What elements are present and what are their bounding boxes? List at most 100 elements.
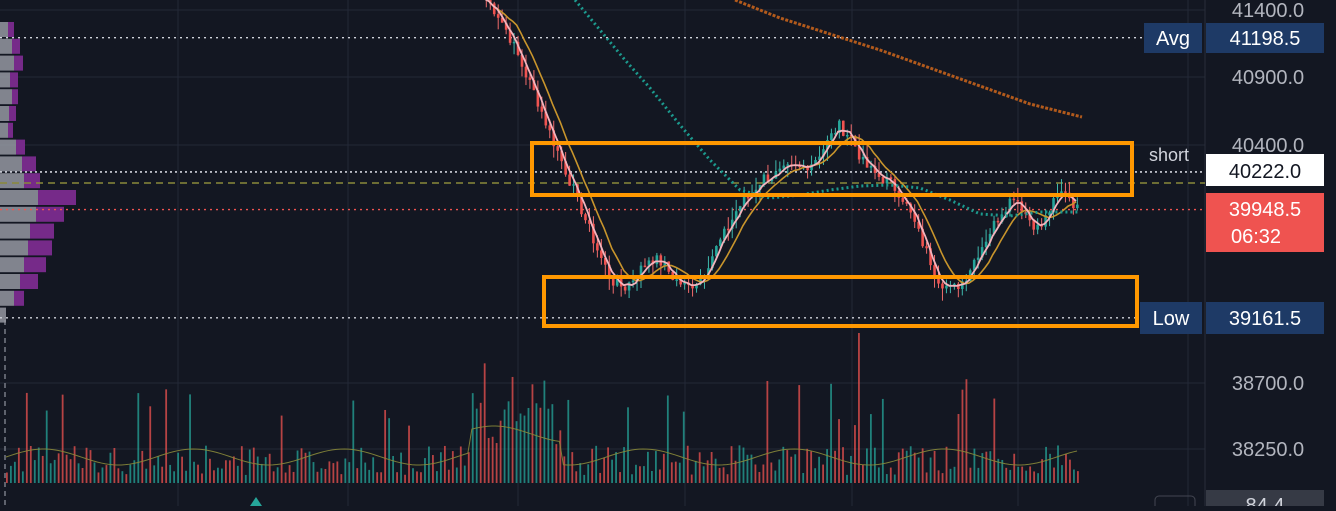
volume-bar bbox=[774, 470, 777, 483]
volume-bar bbox=[929, 457, 932, 483]
candle-body bbox=[540, 106, 544, 112]
volume-bar bbox=[599, 472, 602, 483]
volume-bar bbox=[635, 464, 637, 483]
volume-bar bbox=[794, 454, 797, 483]
candle-body bbox=[492, 3, 496, 15]
grid-lines bbox=[0, 0, 1206, 506]
short-value-label: 40222.0 bbox=[1229, 161, 1301, 183]
volume-profile-row bbox=[24, 173, 40, 189]
volume-bar bbox=[810, 451, 813, 483]
candle-body bbox=[647, 260, 651, 266]
volume-bar bbox=[782, 446, 785, 483]
zone-boxes[interactable] bbox=[530, 141, 1139, 328]
volume-bar bbox=[272, 471, 275, 483]
volume-bar bbox=[324, 468, 327, 483]
volume-bar bbox=[316, 471, 319, 483]
volume-bar bbox=[29, 445, 32, 483]
candle-body bbox=[1016, 200, 1020, 202]
volume-bar bbox=[244, 474, 247, 483]
candle-body bbox=[568, 174, 571, 186]
candle-body bbox=[917, 221, 920, 229]
volume-bar bbox=[193, 461, 195, 483]
candle-body bbox=[953, 283, 956, 286]
candle-body bbox=[925, 246, 928, 249]
lower-zone-box[interactable] bbox=[542, 275, 1139, 328]
volume-bar bbox=[933, 450, 936, 483]
volume-bar bbox=[213, 470, 215, 483]
volume-bar bbox=[1033, 471, 1036, 483]
volume-bars bbox=[5, 333, 1079, 483]
volume-bar bbox=[252, 447, 255, 483]
volume-bar bbox=[682, 411, 685, 483]
volume-bar bbox=[686, 445, 689, 483]
candle-body bbox=[496, 14, 500, 18]
candle-body bbox=[726, 228, 730, 231]
volume-profile-row bbox=[0, 307, 6, 323]
candle-body bbox=[623, 286, 627, 291]
candle-body bbox=[560, 150, 563, 162]
volume-bar bbox=[889, 467, 892, 483]
volume-bar bbox=[921, 448, 924, 483]
volume-bar bbox=[869, 414, 872, 483]
candle-body bbox=[679, 279, 682, 285]
candle-body bbox=[980, 247, 984, 258]
volume-bar bbox=[766, 380, 769, 483]
volume-bar bbox=[877, 467, 880, 483]
volume-bar bbox=[1025, 470, 1028, 483]
volume-bar bbox=[1065, 454, 1067, 483]
candle-body bbox=[972, 259, 976, 271]
volume-bar bbox=[451, 451, 454, 483]
volume-bar bbox=[344, 458, 347, 483]
volume-bar bbox=[945, 446, 948, 483]
volume-bar bbox=[348, 462, 351, 483]
volume-bar bbox=[1069, 459, 1071, 483]
candle-body bbox=[873, 165, 877, 173]
volume-bar bbox=[559, 430, 562, 483]
candle-body bbox=[754, 189, 758, 193]
volume-bar bbox=[1041, 459, 1043, 483]
volume-bar bbox=[579, 463, 582, 483]
volume-bar bbox=[181, 456, 183, 483]
volume-bar bbox=[531, 384, 534, 483]
volume-bar bbox=[587, 464, 590, 483]
volume-bar bbox=[643, 466, 645, 483]
candle-body bbox=[933, 265, 936, 276]
volume-bar bbox=[109, 452, 112, 483]
candle-body bbox=[869, 165, 873, 168]
volume-profile-row bbox=[0, 257, 24, 273]
candle-body bbox=[806, 165, 809, 171]
volume-bar bbox=[830, 383, 832, 483]
volume-bar bbox=[881, 398, 884, 483]
candle-body bbox=[564, 161, 567, 175]
volume-bar bbox=[77, 463, 80, 483]
avg-tag-badge bbox=[1144, 23, 1202, 53]
candle-body bbox=[1048, 212, 1051, 216]
volume-bar bbox=[169, 464, 172, 483]
volume-bar bbox=[714, 458, 717, 483]
candle-body bbox=[600, 250, 603, 258]
volume-bar bbox=[268, 453, 271, 483]
volume-bar bbox=[726, 474, 729, 483]
low-value-badge bbox=[1206, 302, 1324, 334]
candle-body bbox=[1032, 220, 1035, 230]
volume-bar bbox=[161, 466, 164, 483]
candle-body bbox=[1044, 215, 1047, 227]
volume-bar bbox=[571, 452, 574, 483]
candle-body bbox=[738, 206, 742, 212]
candle-body bbox=[643, 265, 647, 268]
candle-body bbox=[707, 268, 710, 276]
volume-bar bbox=[57, 453, 60, 483]
volume-profile-row bbox=[22, 156, 36, 172]
volume-bar bbox=[941, 473, 944, 483]
volume-bar bbox=[603, 457, 606, 483]
volume-bar bbox=[260, 463, 263, 483]
candle-body bbox=[631, 280, 635, 283]
volume-bar bbox=[13, 461, 16, 483]
bottom-button[interactable] bbox=[1154, 495, 1196, 511]
upper-zone-box[interactable] bbox=[530, 141, 1134, 197]
candle-body bbox=[639, 265, 643, 279]
candle-body bbox=[1004, 211, 1008, 215]
volume-bar bbox=[432, 455, 434, 483]
